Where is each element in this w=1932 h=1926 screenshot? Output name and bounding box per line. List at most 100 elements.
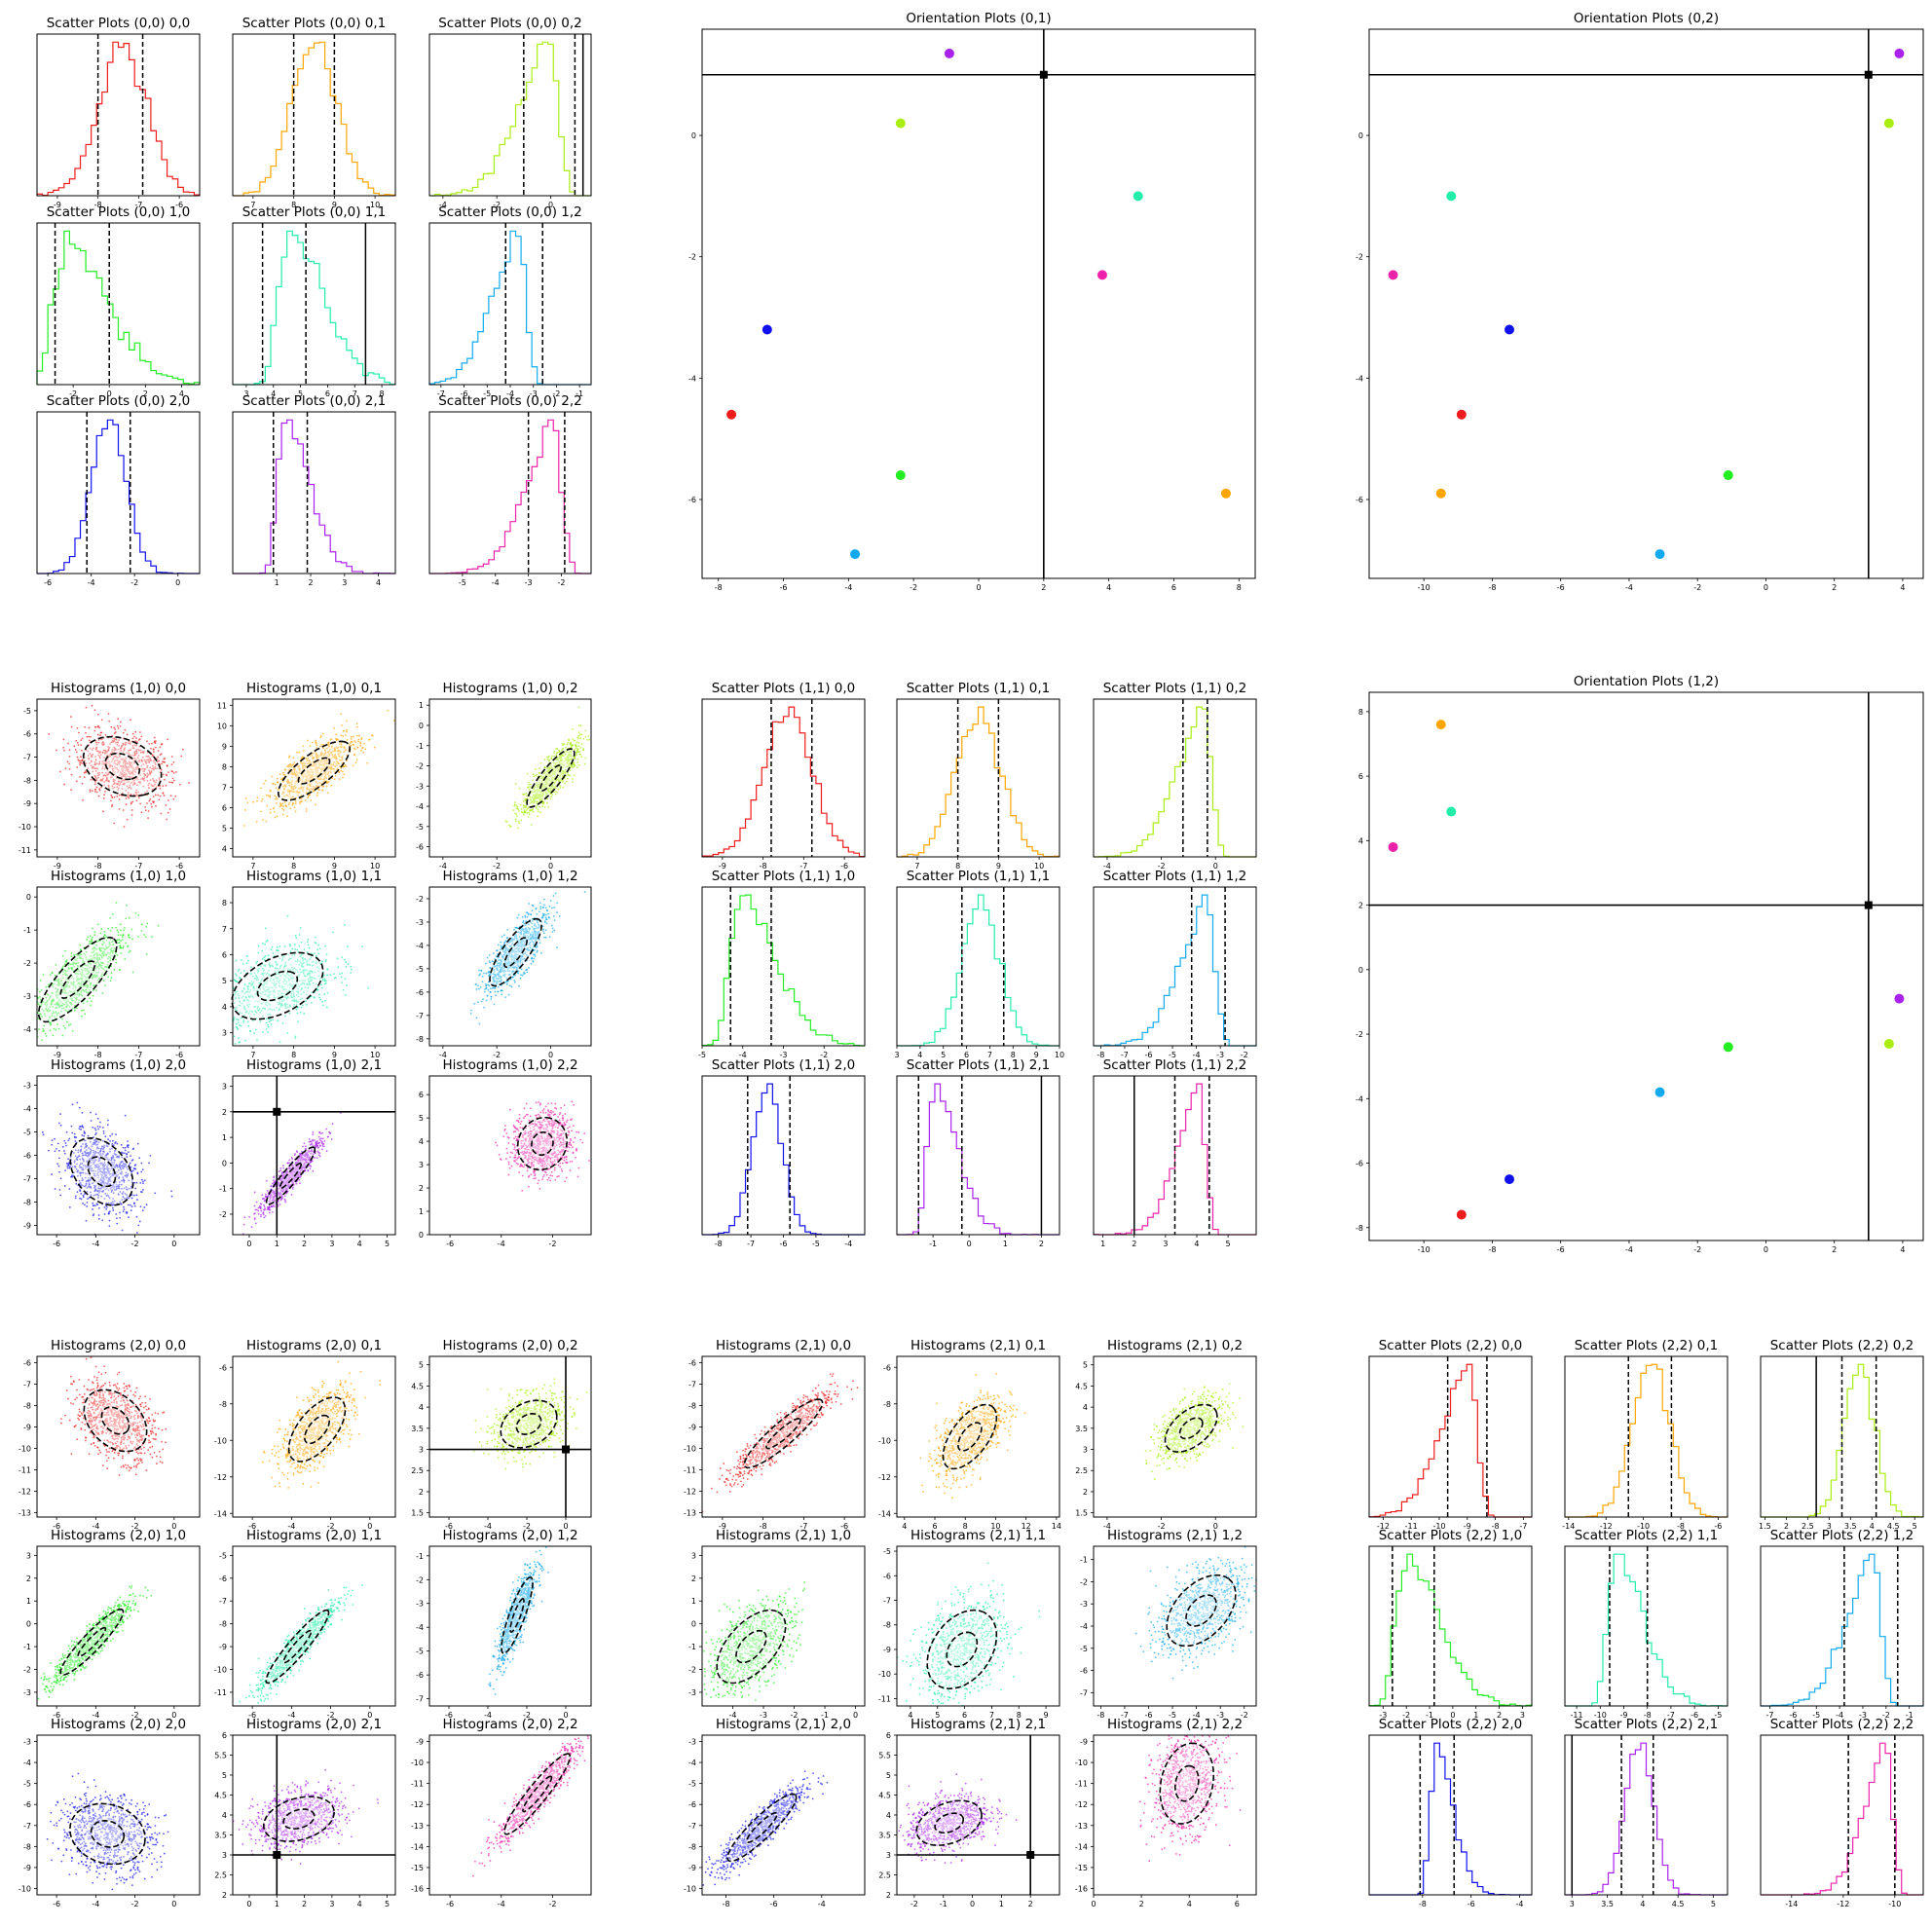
sample-point [164, 758, 166, 759]
panel-title: Scatter Plots (0,0) 0,2 [438, 16, 582, 31]
sample-point [252, 801, 254, 803]
sample-point [235, 973, 237, 975]
sample-point [171, 770, 173, 772]
plot-area [429, 412, 591, 574]
sample-point [79, 776, 81, 778]
sample-point [164, 779, 166, 781]
sample-point [64, 950, 66, 952]
sample-point [257, 952, 259, 954]
panel-title: Histograms (1,0) 1,0 [51, 869, 186, 884]
sample-point [260, 810, 262, 812]
sample-point [104, 984, 106, 986]
sample-point [277, 946, 279, 948]
sample-point [124, 958, 126, 960]
sample-point [362, 752, 364, 754]
panel-histogram: 7 8 9 10Scatter Plots (0,0) 0,1 [233, 16, 395, 209]
sample-point [80, 739, 82, 741]
orientation-point [1446, 191, 1456, 201]
sample-point [123, 934, 125, 936]
sample-point [165, 785, 167, 787]
sample-point [146, 802, 148, 804]
sample-point [154, 742, 156, 744]
sample-point [98, 788, 100, 790]
sample-point [367, 987, 369, 989]
sample-point [324, 978, 326, 980]
sample-point [347, 945, 349, 947]
sample-point [73, 745, 75, 747]
sample-point [518, 821, 520, 823]
sample-point [117, 954, 119, 956]
sample-point [564, 783, 566, 785]
sample-point [539, 772, 540, 774]
sample-point [581, 733, 583, 735]
sample-point [98, 796, 100, 797]
sample-point [294, 944, 296, 945]
sample-point [139, 731, 141, 733]
sample-point [578, 745, 580, 747]
sample-point [546, 757, 548, 759]
y-tick-label: 5 [222, 977, 227, 985]
sample-point [327, 992, 329, 994]
sample-point [477, 985, 479, 987]
sample-point [322, 733, 324, 735]
sample-point [107, 928, 109, 930]
sample-point [151, 806, 153, 808]
sample-point [360, 750, 362, 752]
sample-point [158, 750, 160, 752]
sample-point [357, 738, 359, 740]
sample-point [95, 787, 97, 789]
sample-point [73, 954, 75, 956]
sample-point [180, 756, 182, 758]
sample-point [235, 981, 237, 982]
sample-point [88, 936, 90, 938]
sample-point [343, 730, 345, 732]
sample-point [576, 754, 577, 756]
sample-point [97, 923, 99, 925]
sample-point [321, 961, 323, 963]
sample-point [89, 943, 91, 944]
sample-point [90, 1005, 92, 1007]
sample-point [514, 812, 516, 814]
sample-point [364, 748, 366, 750]
sample-point [567, 742, 569, 744]
sample-point [171, 756, 173, 758]
orientation-point [1133, 191, 1143, 201]
sample-point [80, 756, 82, 758]
sample-point [514, 982, 516, 983]
sample-point [89, 727, 91, 729]
sample-point [82, 783, 84, 785]
sample-point [307, 951, 309, 953]
sample-point [573, 763, 575, 765]
sample-point [108, 721, 110, 722]
sample-point [243, 825, 245, 827]
sample-point [269, 790, 271, 792]
sample-point [532, 808, 534, 810]
sample-point [577, 759, 579, 760]
sample-point [141, 924, 143, 926]
x-tick-label: -6 [780, 583, 788, 592]
sample-point [267, 1024, 269, 1026]
sample-point [96, 792, 98, 794]
sample-point [131, 929, 133, 931]
panel-title: Histograms (1,0) 0,1 [246, 681, 382, 696]
sample-point [361, 737, 363, 739]
sample-point [66, 959, 68, 961]
sample-point [548, 756, 550, 758]
sample-point [83, 1009, 85, 1011]
x-tick-label: -3 [525, 578, 533, 587]
sample-point [92, 790, 93, 792]
sample-point [294, 806, 296, 808]
sample-point [284, 804, 286, 806]
y-tick-label: -11 [19, 846, 31, 855]
sample-point [116, 962, 118, 964]
sample-point [529, 789, 531, 791]
sample-point [333, 973, 335, 975]
sample-point [570, 743, 572, 745]
sample-point [118, 934, 120, 936]
panel-title: Scatter Plots (0,0) 1,0 [47, 204, 191, 220]
sample-point [119, 969, 121, 971]
y-tick-label: 8 [222, 762, 227, 771]
y-tick-label: -2 [23, 959, 31, 968]
sample-point [275, 784, 277, 786]
